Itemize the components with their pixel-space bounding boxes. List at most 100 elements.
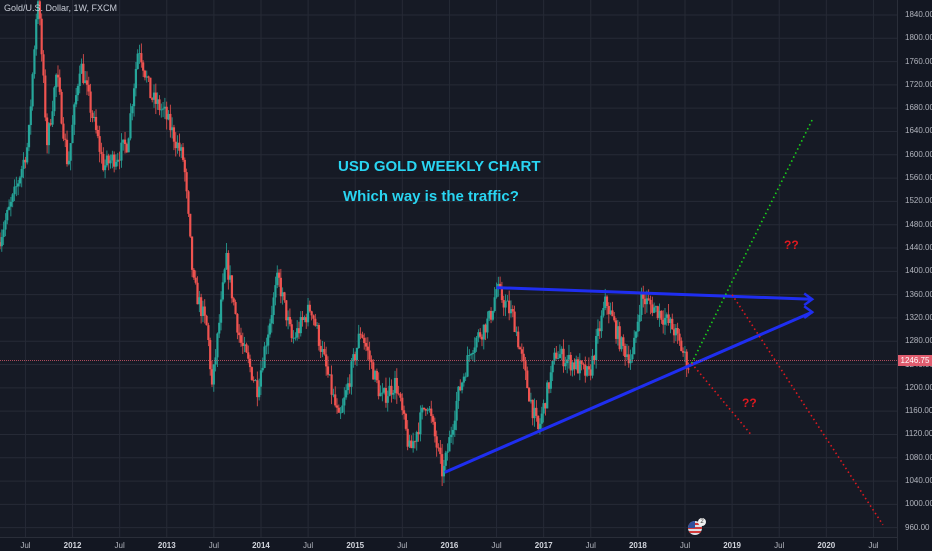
candle-body-356 [643,298,647,305]
price-tick-label: 1480.00 [905,219,932,229]
candle-body-216 [390,385,393,395]
candle-body-296 [535,407,538,416]
chart-subtitle: Which way is the traffic? [343,188,519,205]
candle-body-362 [654,306,658,308]
candle-body-181 [326,366,330,375]
candle-body-345 [624,345,627,358]
candle-body-366 [662,319,665,325]
candle-body-294 [531,399,534,419]
candle-body-254 [459,386,462,391]
candle-body-240 [433,421,436,437]
candle-body-307 [555,352,558,359]
candle-body-42 [75,95,78,105]
candle-body-342 [618,326,621,350]
candle-body-234 [422,407,426,410]
candle-body-54 [96,129,99,137]
candle-series [0,0,690,487]
support-line[interactable] [444,310,813,474]
candle-body-79 [142,62,145,71]
time-tick-label: 2016 [440,541,459,550]
time-tick-label: 2019 [723,541,742,550]
candle-body-77 [138,53,141,54]
candle-body-230 [415,432,418,442]
candle-body-340 [614,320,618,339]
candle-body-163 [294,337,297,339]
candle-body-174 [314,318,317,326]
candle-body-312 [564,363,567,367]
candle-body-233 [421,407,424,413]
candle-body-282 [509,309,513,314]
bearish-projection-near[interactable] [690,362,752,435]
candle-body-253 [457,386,460,401]
candle-body-299 [540,413,543,424]
candle-body-317 [573,362,576,370]
candle-body-111 [200,297,203,316]
candle-body-359 [649,299,652,305]
candle-body-373 [674,327,677,336]
candle-body-325 [587,366,590,370]
bearish-projection-far[interactable] [731,294,884,526]
candle-body-148 [267,334,270,346]
time-tick-label: Jul [679,541,691,550]
candle-body-369 [667,314,670,323]
time-tick-label: 2015 [346,541,365,550]
time-tick-label: 2020 [817,541,836,550]
time-axis[interactable]: Jul 2012 Jul 2013 Jul 2014 Jul 2015 Jul 2016 Jul 20… [0,537,897,551]
candle-body-39 [69,143,72,161]
candle-body-175 [315,325,319,326]
price-tick-label: 1680.00 [905,103,932,113]
candle-body-310 [560,348,563,355]
candle-body-344 [622,337,625,346]
candle-body-23 [40,18,43,55]
candle-body-28 [49,123,52,125]
candle-body-357 [645,298,648,305]
price-tick-label: 1040.00 [905,476,932,486]
candle-body-178 [321,349,324,352]
candle-body-297 [537,415,540,429]
candle-body-331 [598,328,601,332]
resistance-line[interactable] [496,286,813,301]
candle-body-117 [210,369,214,385]
price-chart[interactable] [0,0,897,537]
price-axis[interactable]: 960.00 1000.00 1040.00 1080.00 1120.00 1160.0… [897,0,932,550]
candle-body-337 [609,310,612,315]
candle-body-249 [450,434,453,438]
candle-body-123 [221,282,224,300]
candle-body-35 [62,123,65,139]
candle-body-306 [553,352,556,362]
candle-body-75 [134,69,137,89]
candle-body-33 [58,77,61,92]
candle-body-144 [259,370,263,387]
candle-body-140 [252,379,255,381]
candle-body-226 [408,440,411,447]
candle-body-155 [279,277,282,297]
candle-body-16 [27,125,31,148]
candle-body-225 [406,428,409,447]
candle-body-103 [185,172,188,192]
candle-body-69 [123,139,127,145]
candle-body-314 [567,354,571,360]
candle-body-46 [82,63,85,84]
candle-body-361 [653,307,656,313]
price-tick-label: 1000.00 [905,499,932,509]
candle-body-21 [36,1,40,20]
candle-body-38 [67,160,70,165]
candle-body-219 [395,377,398,394]
candle-body-309 [558,354,562,359]
candle-body-52 [93,116,96,119]
candle-body-244 [441,454,444,477]
candle-body-265 [479,332,482,337]
candle-body-374 [676,327,679,334]
candle-body-13 [22,159,25,169]
candle-body-334 [604,296,607,309]
candle-body-87 [156,99,159,104]
candle-body-218 [393,377,397,393]
candle-body-78 [140,53,143,63]
candle-body-330 [596,328,600,337]
price-tick-label: 1560.00 [905,173,932,183]
candle-body-30 [53,87,56,112]
candle-body-170 [306,304,310,323]
bullish-projection[interactable] [690,119,813,364]
price-tick-label: 1640.00 [905,126,932,136]
candle-body-97 [174,141,177,149]
